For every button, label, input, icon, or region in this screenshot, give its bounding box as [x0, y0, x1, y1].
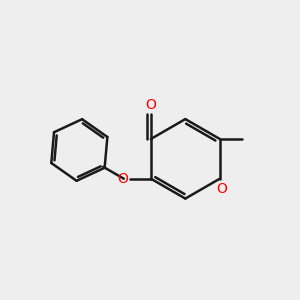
- Text: O: O: [117, 172, 128, 186]
- Text: O: O: [146, 98, 156, 112]
- Text: O: O: [216, 182, 227, 196]
